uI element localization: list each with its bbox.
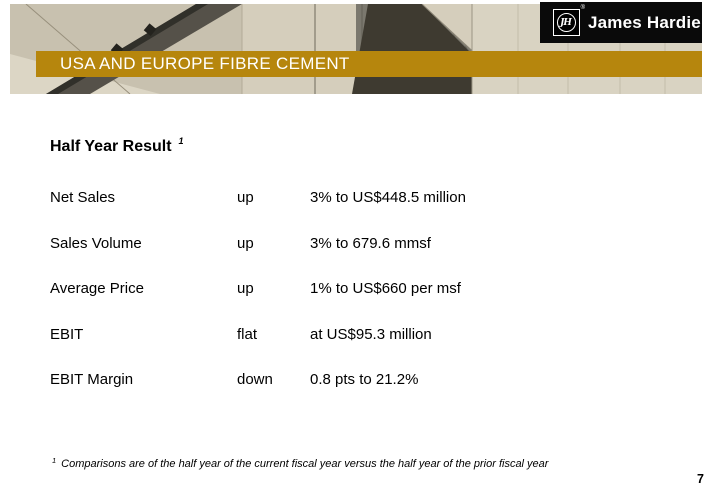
result-label: EBIT (50, 325, 84, 343)
result-row: EBIT flat at US$95.3 million (50, 326, 650, 372)
result-label: EBIT Margin (50, 371, 134, 388)
footnote-text: Comparisons are of the half year of the … (61, 458, 549, 470)
photo-dark-wedge (352, 4, 474, 94)
section-title-bar: USA AND EUROPE FIBRE CEMENT (36, 51, 702, 77)
result-value: 1% to US$660 per msf (310, 280, 461, 297)
registered-trademark-symbol: ® (580, 5, 585, 11)
results-heading-text: Half Year Result (50, 138, 172, 155)
results-table: Net Sales up 3% to US$448.5 million Sale… (50, 189, 650, 417)
result-value: 3% to 679.6 mmsf (310, 234, 431, 252)
result-label: Sales Volume (50, 234, 142, 252)
result-movement: flat (237, 325, 258, 343)
section-title: USA AND EUROPE FIBRE CEMENT (60, 54, 350, 73)
logo-box: JH ® James Hardie (540, 2, 702, 43)
result-movement: down (237, 371, 273, 388)
result-row: Average Price up 1% to US$660 per msf (50, 280, 650, 326)
result-value: at US$95.3 million (310, 325, 432, 343)
result-row: Sales Volume up 3% to 679.6 mmsf (50, 235, 650, 281)
heading-footnote-ref: 1 (178, 136, 184, 146)
result-row: Net Sales up 3% to US$448.5 million (50, 189, 650, 235)
result-value: 3% to US$448.5 million (310, 189, 466, 206)
results-heading: Half Year Result 1 (50, 136, 184, 156)
page-number: 7 (697, 472, 704, 486)
result-movement: up (237, 280, 254, 297)
result-movement: up (237, 189, 254, 206)
brand-name: James Hardie (588, 12, 701, 32)
result-value: 0.8 pts to 21.2% (310, 371, 419, 388)
result-row: EBIT Margin down 0.8 pts to 21.2% (50, 371, 650, 417)
result-label: Net Sales (50, 189, 116, 206)
result-movement: up (237, 234, 254, 252)
monogram-letters: JH (560, 17, 572, 28)
footnote-ref: 1 (52, 456, 57, 465)
result-label: Average Price (50, 280, 144, 297)
james-hardie-monogram-icon: JH ® (553, 5, 585, 36)
monogram-circle: JH (557, 13, 576, 32)
footnote: 1 Comparisons are of the half year of the… (52, 456, 549, 470)
